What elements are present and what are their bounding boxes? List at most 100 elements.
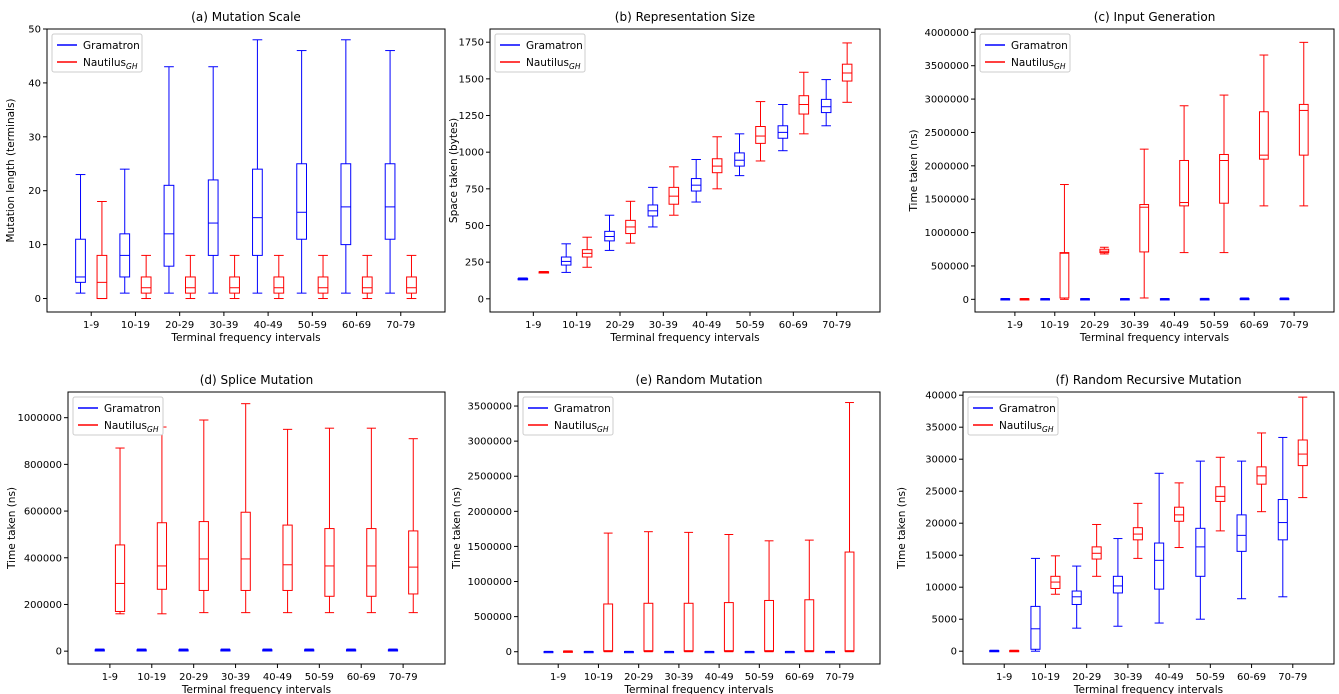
legend-label: NautilusGH xyxy=(104,420,159,434)
x-tick-label: 1-9 xyxy=(102,672,118,683)
x-tick-label: 40-49 xyxy=(254,320,283,331)
box-iqr xyxy=(1179,159,1189,207)
x-axis-label: Terminal frequency intervals xyxy=(1079,332,1229,344)
box-nautilus xyxy=(844,402,855,653)
y-tick-label: 800000 xyxy=(24,460,62,471)
box-nautilus xyxy=(1298,41,1309,207)
box-gramatron xyxy=(207,66,219,294)
legend-label: NautilusGH xyxy=(526,57,581,71)
box-nautilus xyxy=(96,200,108,300)
y-tick-label: 2000000 xyxy=(924,161,969,172)
y-tick-label: 1000 xyxy=(459,148,484,159)
box-iqr xyxy=(340,163,352,246)
x-tick-label: 1-9 xyxy=(550,672,566,683)
box-gramatron xyxy=(1071,565,1082,629)
box-gramatron xyxy=(1120,298,1130,301)
y-axis-label: Mutation length (terminals) xyxy=(5,98,17,242)
box-gramatron xyxy=(75,174,86,294)
box-nautilus xyxy=(1099,246,1110,255)
y-tick-label: 500 xyxy=(465,221,484,232)
box-iqr xyxy=(282,524,293,591)
box-gramatron xyxy=(1030,557,1041,652)
box-iqr xyxy=(603,603,614,652)
plot-frame xyxy=(974,28,1335,313)
x-tick-label: 20-29 xyxy=(624,672,653,683)
x-tick-label: 40-49 xyxy=(692,320,721,331)
x-tick-label: 40-49 xyxy=(263,672,292,683)
box-gramatron xyxy=(1277,436,1288,598)
panel-f: (f) Random Recursive Mutation 0 5000 10000 1… xyxy=(896,373,1335,694)
plot-frame xyxy=(489,28,881,313)
box-nautilus xyxy=(324,427,335,614)
box-gramatron xyxy=(624,650,634,654)
box-iqr xyxy=(156,522,168,590)
chart-title: (b) Representation Size xyxy=(615,10,755,24)
box-nautilus xyxy=(804,539,815,653)
box-iqr xyxy=(207,179,219,256)
box-nautilus xyxy=(643,531,654,653)
box-gramatron xyxy=(744,650,755,654)
y-tick-label: 2500000 xyxy=(467,472,512,483)
box-nautilus xyxy=(581,236,593,268)
x-tick-label: 70-79 xyxy=(386,320,415,331)
legend-label-text: Gramatron xyxy=(526,40,583,52)
x-tick-label: 20-29 xyxy=(1080,320,1109,331)
box-iqr xyxy=(1195,527,1206,577)
box-iqr xyxy=(844,551,855,652)
box-gramatron xyxy=(163,66,175,294)
box-gramatron xyxy=(1239,297,1250,301)
box-iqr xyxy=(1030,605,1041,650)
x-tick-label: 50-59 xyxy=(298,320,327,331)
legend-label-text: Gramatron xyxy=(999,403,1056,415)
box-gramatron xyxy=(604,214,615,251)
y-tick-label: 2500000 xyxy=(924,128,969,139)
x-axis-label: Terminal frequency intervals xyxy=(1073,684,1223,694)
chart-title: (d) Splice Mutation xyxy=(200,373,314,387)
box-nautilus xyxy=(603,532,614,653)
y-tick-label: 10000 xyxy=(925,583,957,594)
box-iqr xyxy=(1258,111,1269,160)
box-nautilus xyxy=(317,254,329,300)
y-tick-label: 400000 xyxy=(24,553,62,564)
y-tick-label: 40000 xyxy=(925,391,957,402)
x-tick-label: 30-39 xyxy=(1120,320,1149,331)
legend-label: Gramatron xyxy=(526,40,583,52)
y-tick-label: 0 xyxy=(963,295,969,306)
y-axis-label: Time taken (ns) xyxy=(451,487,463,570)
box-gramatron xyxy=(296,50,307,294)
x-tick-label: 70-79 xyxy=(822,320,851,331)
box-nautilus xyxy=(764,540,774,653)
y-tick-label: 3500000 xyxy=(467,402,512,413)
y-tick-label: 1000000 xyxy=(17,413,62,424)
y-tick-label: 750 xyxy=(465,184,484,195)
legend-label-text: Nautilus xyxy=(1011,57,1054,69)
plot-frame xyxy=(962,391,1335,665)
x-axis-label: Terminal frequency intervals xyxy=(623,684,773,694)
y-tick-label: 10 xyxy=(28,240,41,251)
box-nautilus xyxy=(1258,54,1269,207)
x-tick-label: 1-9 xyxy=(996,672,1012,683)
y-tick-label: 0 xyxy=(951,647,957,658)
legend-label: Gramatron xyxy=(104,403,161,415)
y-tick-label: 1250 xyxy=(459,111,484,122)
y-tick-label: 1500000 xyxy=(467,542,512,553)
box-nautilus xyxy=(1050,555,1061,595)
box-nautilus xyxy=(361,254,373,300)
x-tick-label: 1-9 xyxy=(525,320,541,331)
box-iqr xyxy=(240,511,251,591)
legend-label-text: Gramatron xyxy=(104,403,161,415)
box-gramatron xyxy=(345,648,357,652)
box-gramatron xyxy=(777,104,789,152)
box-gramatron xyxy=(704,650,715,654)
panel-e: (e) Random Mutation 0 500000 1000000 1500000… xyxy=(451,373,881,694)
box-iqr xyxy=(252,168,263,256)
box-iqr xyxy=(734,152,745,167)
box-iqr xyxy=(75,238,86,283)
legend-label-text: Nautilus xyxy=(104,420,147,432)
box-gramatron xyxy=(1154,472,1165,624)
y-tick-label: 1750 xyxy=(459,38,484,49)
box-nautilus xyxy=(755,101,766,162)
box-iqr xyxy=(1236,514,1247,552)
y-tick-label: 600000 xyxy=(24,507,62,518)
